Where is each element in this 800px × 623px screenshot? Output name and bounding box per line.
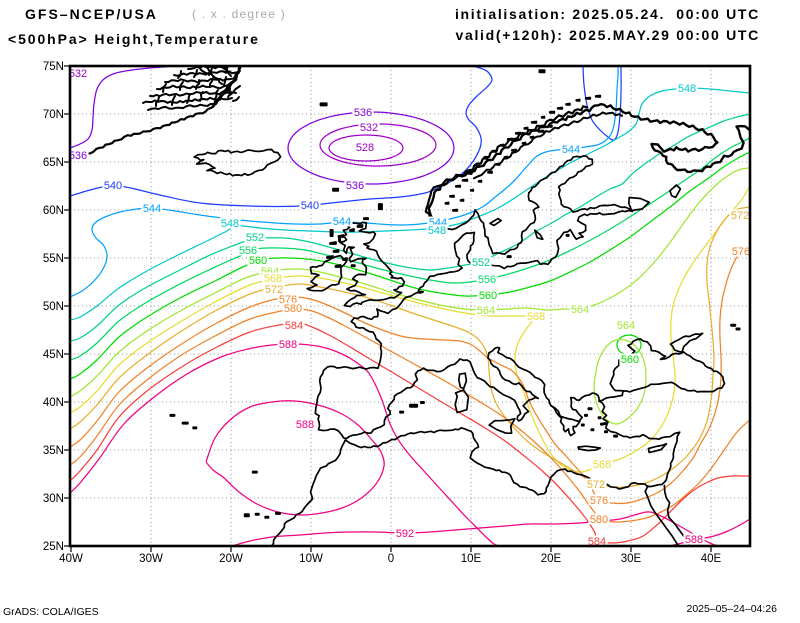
svg-text:540: 540 xyxy=(301,200,319,212)
svg-text:35N: 35N xyxy=(43,445,64,457)
svg-text:540: 540 xyxy=(104,180,122,192)
svg-text:2025–05–24–04:26: 2025–05–24–04:26 xyxy=(686,603,777,615)
svg-text:588: 588 xyxy=(279,339,297,351)
svg-text:592: 592 xyxy=(396,528,414,540)
svg-text:568: 568 xyxy=(527,311,545,323)
svg-text:560: 560 xyxy=(479,290,497,302)
svg-text:556: 556 xyxy=(239,245,257,257)
svg-text:GFS–NCEP/USA: GFS–NCEP/USA xyxy=(25,6,158,22)
svg-text:544: 544 xyxy=(333,216,351,228)
svg-text:580: 580 xyxy=(284,303,302,315)
svg-text:45N: 45N xyxy=(43,349,64,361)
svg-text:576: 576 xyxy=(590,495,608,507)
svg-text:552: 552 xyxy=(472,257,490,269)
svg-text:536: 536 xyxy=(354,107,372,119)
svg-text:40E: 40E xyxy=(701,553,722,565)
svg-text:532: 532 xyxy=(69,68,87,80)
svg-text:548: 548 xyxy=(678,83,696,95)
svg-text:568: 568 xyxy=(593,459,611,471)
svg-text:564: 564 xyxy=(477,305,495,317)
svg-text:588: 588 xyxy=(296,419,314,431)
svg-text:GrADS: COLA/IGES: GrADS: COLA/IGES xyxy=(3,606,99,618)
svg-text:75N: 75N xyxy=(43,61,64,73)
svg-text:548: 548 xyxy=(221,218,239,230)
svg-text:20E: 20E xyxy=(541,553,562,565)
svg-text:65N: 65N xyxy=(43,157,64,169)
svg-text:564: 564 xyxy=(571,304,589,316)
svg-text:548: 548 xyxy=(428,225,446,237)
svg-text:initialisation: 2025.05.24. 0: initialisation: 2025.05.24. 00:00 UTC xyxy=(455,6,760,22)
svg-text:0: 0 xyxy=(388,553,394,565)
svg-text:560: 560 xyxy=(621,354,639,366)
svg-text:40W: 40W xyxy=(59,553,83,565)
svg-text:20W: 20W xyxy=(219,553,243,565)
svg-text:584: 584 xyxy=(285,320,303,332)
svg-text:564: 564 xyxy=(617,320,635,332)
svg-text:55N: 55N xyxy=(43,253,64,265)
svg-text:544: 544 xyxy=(562,144,580,156)
svg-text:10W: 10W xyxy=(299,553,323,565)
svg-text:568: 568 xyxy=(264,273,282,285)
svg-text:536: 536 xyxy=(69,150,87,162)
svg-text:40N: 40N xyxy=(43,397,64,409)
svg-text:60N: 60N xyxy=(43,205,64,217)
svg-text:( . x . degree ): ( . x . degree ) xyxy=(192,7,286,21)
svg-text:560: 560 xyxy=(249,255,267,267)
svg-text:544: 544 xyxy=(143,203,161,215)
svg-text:572: 572 xyxy=(265,284,283,296)
svg-text:576: 576 xyxy=(732,246,750,258)
svg-text:588: 588 xyxy=(685,534,703,546)
svg-text:30W: 30W xyxy=(139,553,163,565)
svg-text:580: 580 xyxy=(590,514,608,526)
svg-text:10E: 10E xyxy=(461,553,482,565)
svg-text:25N: 25N xyxy=(43,541,64,553)
svg-text:528: 528 xyxy=(356,142,374,154)
svg-text:532: 532 xyxy=(360,122,378,134)
svg-text:30N: 30N xyxy=(43,493,64,505)
svg-text:30E: 30E xyxy=(621,553,642,565)
svg-text:70N: 70N xyxy=(43,109,64,121)
svg-text:556: 556 xyxy=(478,274,496,286)
svg-text:552: 552 xyxy=(246,232,264,244)
svg-text:50N: 50N xyxy=(43,301,64,313)
svg-text:valid(+120h): 2025.MAY.29 00:0: valid(+120h): 2025.MAY.29 00:00 UTC xyxy=(456,27,761,43)
svg-text:<500hPa> Height,Temperature: <500hPa> Height,Temperature xyxy=(8,31,260,47)
svg-text:536: 536 xyxy=(346,180,364,192)
svg-text:572: 572 xyxy=(731,210,749,222)
svg-text:572: 572 xyxy=(587,479,605,491)
